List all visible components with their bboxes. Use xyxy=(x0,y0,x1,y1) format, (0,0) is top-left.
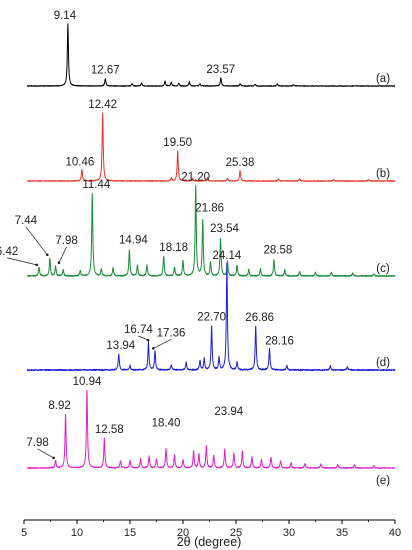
peak-label-arrow xyxy=(25,226,48,256)
peak-label: 25.38 xyxy=(226,157,255,169)
peak-label: 13.94 xyxy=(106,340,135,352)
peak-label: 23.57 xyxy=(206,64,235,76)
peak-label: 21.20 xyxy=(181,171,210,183)
peak-label-arrowhead xyxy=(46,253,49,257)
x-axis-title: 2θ (degree) xyxy=(177,535,242,549)
peak-label: 11.44 xyxy=(82,179,111,191)
series-line-a xyxy=(26,23,396,87)
peak-label: 18.40 xyxy=(152,417,181,429)
peak-label: 7.44 xyxy=(15,215,38,227)
peak-label: 8.92 xyxy=(48,400,70,412)
x-ticks: 5 10 15 20 25 30 35 40 xyxy=(21,520,401,539)
peak-label: 23.94 xyxy=(214,406,243,418)
peak-label-arrowhead xyxy=(57,261,61,265)
x-tick-label: 35 xyxy=(336,527,348,539)
diffraction-traces xyxy=(26,23,396,469)
peak-label: 18.18 xyxy=(159,242,188,254)
peak-label: 17.36 xyxy=(157,327,186,339)
peak-label-arrowhead xyxy=(52,456,55,460)
x-tick-label: 15 xyxy=(124,527,136,539)
peak-label: 12.67 xyxy=(91,65,120,77)
peak-label: 12.42 xyxy=(88,99,117,111)
peak-label: 12.58 xyxy=(95,424,124,436)
panel-label: (b) xyxy=(376,168,390,180)
peak-label: 9.14 xyxy=(54,10,77,22)
peak-label-arrow xyxy=(153,339,172,349)
x-tick-label: 10 xyxy=(71,527,83,539)
x-axis: 5 10 15 20 25 30 35 40 2θ (degree) xyxy=(21,519,401,549)
peak-label: 19.50 xyxy=(163,137,192,149)
x-tick-label: 40 xyxy=(389,527,401,539)
series-line-e xyxy=(26,389,396,469)
panel-label: (d) xyxy=(376,357,390,369)
series-line-c xyxy=(26,184,396,278)
peak-label-arrowhead xyxy=(152,347,155,350)
peak-label-arrow xyxy=(7,257,37,266)
panel-label: (e) xyxy=(376,475,390,487)
peak-label: 7.98 xyxy=(55,235,77,247)
panel-labels: (a) (b) (c) (d) (e) xyxy=(376,73,390,487)
peak-label: 23.54 xyxy=(210,223,239,235)
peak-label: 6.42 xyxy=(0,246,18,258)
peak-label: 14.94 xyxy=(119,235,148,247)
peak-label: 10.94 xyxy=(73,376,102,388)
peak-label: 24.14 xyxy=(213,250,242,262)
peak-label: 7.98 xyxy=(26,437,48,449)
peak-label-arrow xyxy=(58,246,67,263)
peak-label: 21.86 xyxy=(195,202,224,214)
peak-label-arrowhead xyxy=(35,263,38,267)
peak-label: 26.86 xyxy=(245,312,274,324)
peak-label-arrowhead xyxy=(146,338,150,342)
peak-label: 16.74 xyxy=(124,324,153,336)
peak-label-arrow xyxy=(37,448,54,459)
x-tick-label: 25 xyxy=(230,527,242,539)
peak-label: 28.16 xyxy=(265,336,294,348)
series-line-b xyxy=(26,112,396,182)
peak-label: 28.58 xyxy=(264,245,293,257)
peak-labels: 9.14 12.67 23.57 10.46 12.42 19.50 25.38 6.42 7.… xyxy=(0,10,294,460)
peak-label: 10.46 xyxy=(66,156,95,168)
panel-label: (c) xyxy=(376,263,390,275)
series-line-d xyxy=(26,262,396,372)
peak-label-arrow xyxy=(138,335,149,341)
x-tick-label: 5 xyxy=(21,527,27,539)
peak-label: 22.70 xyxy=(197,312,226,324)
x-tick-label: 20 xyxy=(177,527,189,539)
x-tick-label: 30 xyxy=(283,527,295,539)
panel-label: (a) xyxy=(376,73,390,85)
